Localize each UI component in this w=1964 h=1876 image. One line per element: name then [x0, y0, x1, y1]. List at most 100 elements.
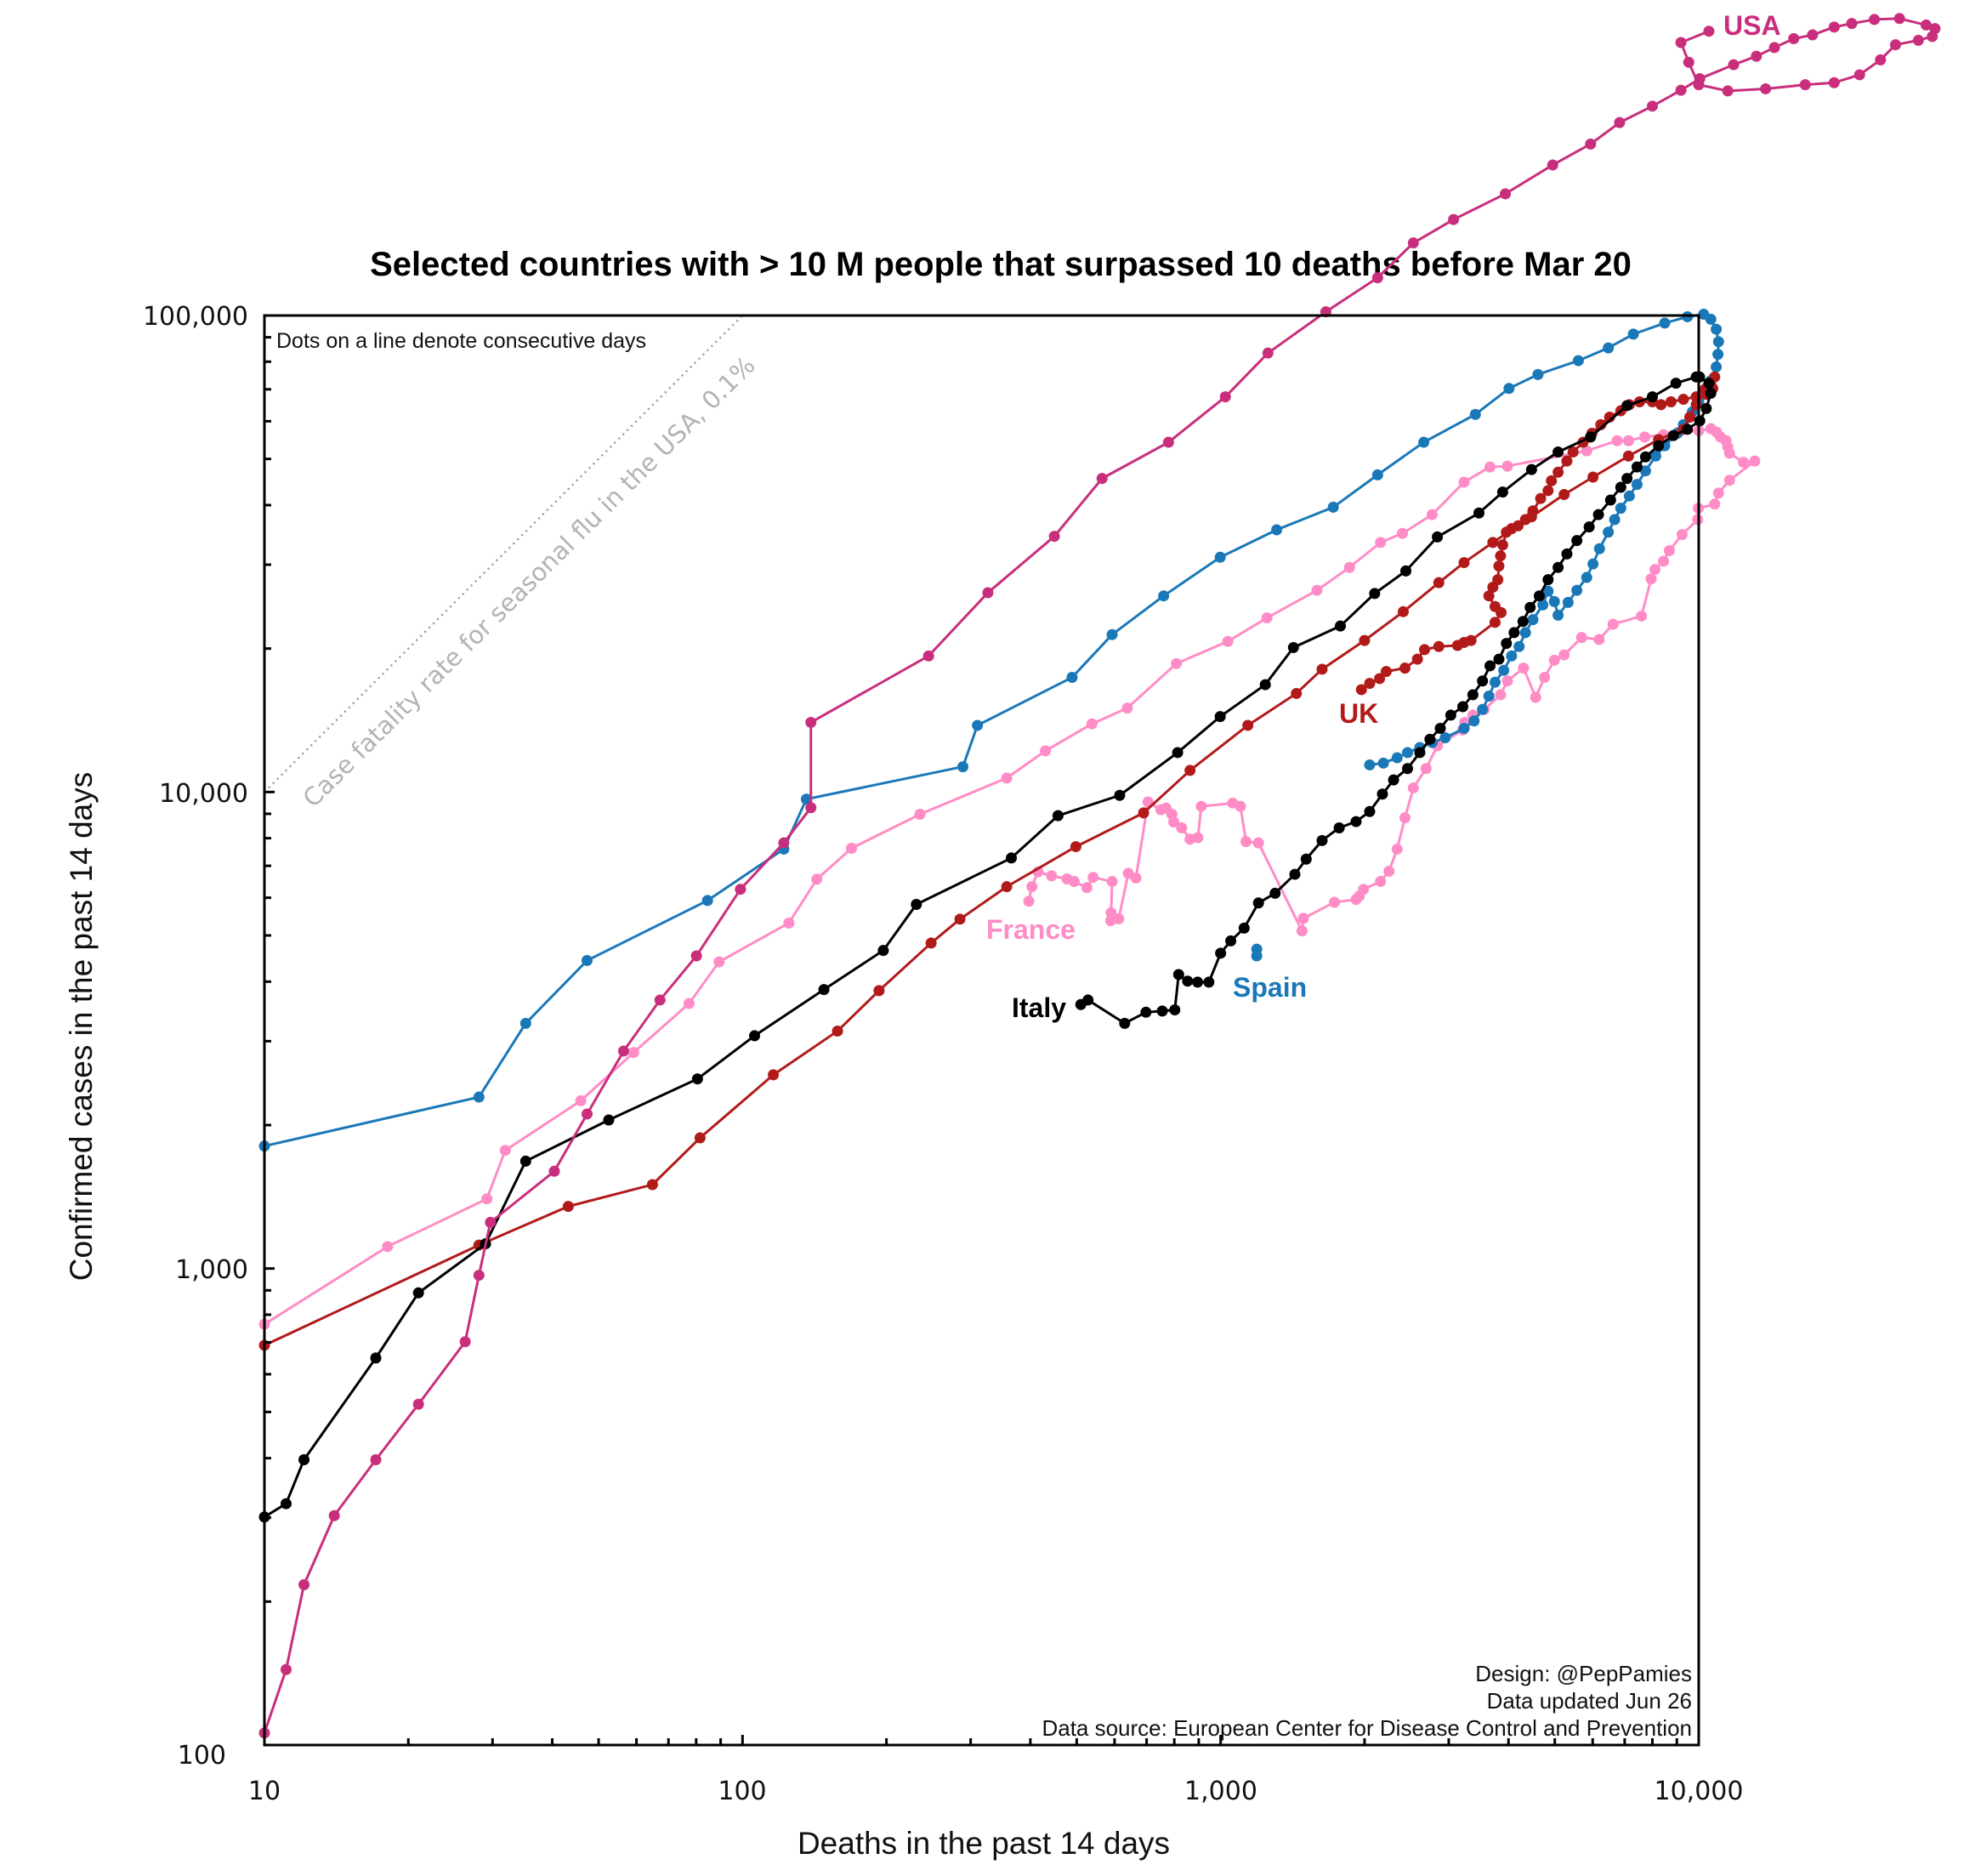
data-point-france — [1636, 610, 1648, 622]
reference-line-group: Case fatality rate for seasonal flu in t… — [264, 315, 761, 813]
y-axis-title: Confirmed cases in the past 14 days — [64, 772, 99, 1282]
data-point-uk — [1519, 514, 1531, 526]
data-point-france — [1649, 564, 1661, 576]
data-point-italy — [1621, 473, 1633, 485]
data-point-italy — [370, 1352, 382, 1364]
data-point-italy — [1700, 402, 1712, 414]
data-point-spain — [1158, 590, 1170, 602]
data-point-france — [1723, 447, 1735, 459]
data-point-spain — [1615, 503, 1626, 514]
data-point-france — [1104, 915, 1116, 927]
data-point-france — [1723, 475, 1735, 486]
data-point-uk — [1397, 605, 1409, 617]
data-point-spain — [1251, 950, 1263, 962]
data-point-usa — [1751, 50, 1762, 62]
data-point-italy — [1477, 675, 1489, 687]
data-point-uk — [1501, 526, 1513, 538]
data-point-spain — [1418, 436, 1430, 448]
data-point-italy — [1075, 998, 1087, 1010]
data-point-uk — [1411, 653, 1423, 665]
data-point-italy — [1006, 852, 1018, 864]
data-point-uk — [925, 937, 937, 949]
data-point-uk — [1690, 391, 1702, 403]
data-point-italy — [1369, 588, 1381, 600]
data-point-italy — [911, 898, 922, 910]
data-point-spain — [1542, 585, 1554, 597]
data-point-usa — [1927, 31, 1938, 43]
credit-source: Data source: European Center for Disease… — [1042, 1715, 1692, 1741]
data-point-uk — [1489, 617, 1501, 628]
data-point-italy — [877, 945, 889, 957]
data-point-usa — [805, 716, 817, 728]
data-point-italy — [1432, 531, 1444, 543]
data-point-france — [1749, 455, 1761, 467]
data-point-italy — [1400, 565, 1412, 577]
data-point-france — [713, 956, 725, 968]
data-point-france — [1458, 476, 1470, 488]
data-point-spain — [1519, 627, 1531, 639]
data-point-france — [1484, 461, 1496, 473]
data-point-usa — [617, 1045, 629, 1057]
credit-design: Design: @PepPamies — [1475, 1661, 1692, 1686]
data-point-usa — [1614, 117, 1626, 128]
data-point-italy — [1377, 788, 1388, 800]
data-point-uk — [1242, 719, 1254, 731]
series-labels: USA Spain Italy UK France — [986, 10, 1781, 1023]
data-point-france — [1026, 881, 1038, 893]
data-point-italy — [1525, 463, 1537, 475]
data-point-usa — [473, 1270, 485, 1282]
data-point-spain — [581, 954, 593, 966]
data-point-italy — [1703, 378, 1715, 389]
data-point-italy — [1670, 378, 1682, 389]
data-point-italy — [1484, 660, 1496, 672]
x-tick-label-100: 100 — [718, 1777, 766, 1806]
data-point-france — [1709, 498, 1721, 510]
data-point-spain — [1711, 361, 1723, 372]
data-point-france — [1171, 657, 1183, 669]
data-point-usa — [1889, 39, 1901, 51]
series-layer — [258, 13, 1941, 1739]
data-point-italy — [1172, 747, 1184, 759]
y-tick-label-100: 100 — [178, 1741, 226, 1771]
data-point-france — [1396, 527, 1408, 539]
data-point-france — [575, 1094, 587, 1106]
data-point-france — [1001, 772, 1013, 784]
data-point-uk — [1567, 446, 1579, 458]
data-point-france — [1645, 573, 1657, 585]
data-point-spain — [1593, 543, 1605, 554]
data-point-france — [1663, 545, 1675, 557]
data-point-italy — [1682, 424, 1694, 435]
data-point-usa — [1371, 272, 1383, 284]
data-point-italy — [1252, 897, 1264, 909]
data-point-usa — [1407, 237, 1419, 249]
data-point-usa — [1675, 84, 1687, 96]
data-point-usa — [1893, 13, 1905, 25]
data-point-usa — [370, 1453, 382, 1465]
data-point-italy — [1156, 1005, 1168, 1017]
data-point-france — [1086, 718, 1098, 730]
data-point-spain — [1469, 408, 1481, 420]
x-tick-label-1000: 1,000 — [1184, 1777, 1257, 1806]
data-point-france — [1558, 649, 1570, 661]
data-point-spain — [1712, 349, 1724, 361]
data-point-france — [1548, 654, 1560, 666]
data-point-italy — [1434, 723, 1446, 735]
data-point-spain — [1066, 672, 1078, 684]
data-point-usa — [1096, 473, 1108, 485]
data-point-spain — [1458, 723, 1470, 735]
data-point-france — [1087, 872, 1099, 884]
data-point-france — [1040, 745, 1052, 757]
data-point-usa — [1846, 18, 1858, 30]
data-point-france — [1501, 675, 1513, 687]
data-point-spain — [1391, 752, 1403, 764]
data-point-italy — [1238, 922, 1250, 934]
data-point-france — [783, 917, 795, 929]
data-point-uk — [1433, 640, 1445, 652]
data-point-spain — [1639, 465, 1651, 477]
data-point-uk — [1655, 399, 1667, 411]
data-point-uk — [1542, 485, 1554, 497]
data-point-uk — [562, 1201, 574, 1213]
series-line-france — [264, 427, 1757, 1326]
data-point-spain — [1532, 368, 1544, 380]
data-point-italy — [1114, 789, 1126, 801]
